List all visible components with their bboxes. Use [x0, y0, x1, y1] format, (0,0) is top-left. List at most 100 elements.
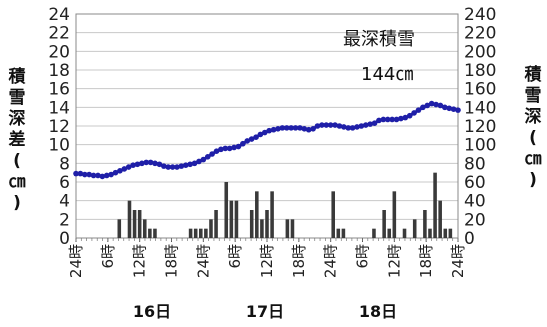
- depth-point: [77, 170, 84, 177]
- depth-point: [253, 134, 259, 140]
- depth-point: [393, 116, 400, 123]
- y-left-tick: 16: [48, 80, 70, 100]
- gridlines: [75, 13, 459, 239]
- bar: [127, 200, 132, 238]
- depth-point: [191, 160, 198, 167]
- y-left-tick: 20: [48, 42, 70, 62]
- depth-point: [415, 107, 422, 113]
- depth-point: [90, 172, 97, 179]
- depth-point: [332, 122, 338, 128]
- depth-point: [200, 156, 207, 163]
- depth-point: [147, 159, 154, 166]
- depth-point: [398, 115, 404, 122]
- depth-point: [213, 148, 220, 154]
- depth-point: [349, 125, 356, 131]
- max-depth-value: 144㎝: [361, 64, 413, 85]
- x-tick-label: 6時: [354, 244, 372, 269]
- bar: [204, 228, 208, 238]
- x-tick-label: 12時: [131, 244, 149, 278]
- y-left-tick: 2: [59, 210, 70, 230]
- bar: [423, 210, 427, 238]
- depth-point: [99, 173, 106, 180]
- bar: [392, 191, 397, 238]
- bar: [214, 210, 218, 238]
- left-label-char: 差: [9, 129, 26, 150]
- x-tick-label: 24時: [194, 244, 212, 278]
- y-right-tick: 100: [464, 136, 496, 156]
- depth-point: [345, 125, 352, 131]
- bar: [229, 200, 234, 238]
- y-right-tick: 120: [464, 117, 496, 137]
- bar: [199, 228, 203, 238]
- bar: [255, 191, 259, 238]
- depth-point: [218, 146, 224, 153]
- depth-point: [117, 168, 123, 174]
- y-right-tick: 0: [464, 229, 475, 249]
- depth-point: [73, 170, 79, 177]
- depth-point: [336, 123, 343, 129]
- depth-point: [433, 101, 439, 108]
- depth-point: [262, 129, 268, 136]
- bar: [290, 219, 295, 238]
- depth-point: [130, 162, 136, 168]
- day-label: 18日: [359, 302, 397, 321]
- depth-point: [165, 164, 172, 170]
- depth-point: [235, 143, 242, 150]
- y-right-tick: 220: [464, 24, 496, 44]
- depth-point: [169, 164, 176, 170]
- x-tick-label: 24時: [67, 244, 85, 278]
- depth-point: [108, 171, 114, 178]
- depth-point: [226, 145, 233, 152]
- depth-point: [450, 106, 457, 112]
- right-label-char: ): [529, 170, 537, 190]
- depth-point: [314, 123, 321, 129]
- depth-point: [139, 160, 145, 167]
- depth-point: [446, 105, 453, 112]
- bar: [153, 228, 157, 238]
- right-axis-label: 積雪深(㎝): [525, 64, 543, 190]
- y-left-tick: 24: [48, 5, 70, 25]
- depth-point: [292, 125, 299, 131]
- depth-point: [222, 145, 229, 152]
- depth-point: [182, 162, 189, 168]
- depth-point: [376, 117, 382, 124]
- y-right-tick: 160: [464, 80, 496, 100]
- depth-point: [178, 163, 185, 169]
- bar: [412, 219, 417, 238]
- bar: [336, 228, 341, 238]
- bar: [234, 200, 239, 238]
- y-left-tick: 8: [59, 154, 70, 174]
- depth-point: [125, 164, 132, 170]
- bar: [209, 219, 213, 238]
- depth-point: [279, 125, 286, 131]
- y-right-tick: 60: [464, 173, 486, 193]
- y-left-tick: 4: [59, 192, 70, 212]
- max-depth-title: 最深積雪: [343, 29, 415, 50]
- bar: [428, 228, 432, 238]
- depth-point: [209, 151, 215, 157]
- y-left-tick: 0: [59, 229, 70, 249]
- x-ticks: 24時 6時 12時 18時 24時 6時 12時 18時 24時 6時 12時 18時 24時: [67, 238, 467, 278]
- y-right-tick: 40: [464, 192, 486, 212]
- right-label-char: ㎝: [525, 149, 542, 169]
- depth-point: [270, 126, 277, 133]
- bar: [132, 210, 137, 238]
- bar: [341, 228, 346, 238]
- depth-point: [248, 136, 255, 142]
- bar: [448, 228, 453, 238]
- left-label-char: 雪: [9, 88, 26, 108]
- y-right-tick: 20: [464, 210, 486, 230]
- bar: [433, 172, 437, 238]
- day-labels: 16日 17日 18日: [133, 302, 397, 321]
- bar: [224, 182, 229, 238]
- x-tick-label: 12時: [385, 244, 403, 278]
- depth-point: [442, 104, 448, 111]
- depth-point: [288, 125, 294, 131]
- bar: [137, 210, 142, 238]
- left-label-char: ): [13, 193, 21, 213]
- x-tick-label: 24時: [449, 244, 467, 278]
- bar: [402, 228, 407, 238]
- y-left-tick: 14: [48, 98, 70, 118]
